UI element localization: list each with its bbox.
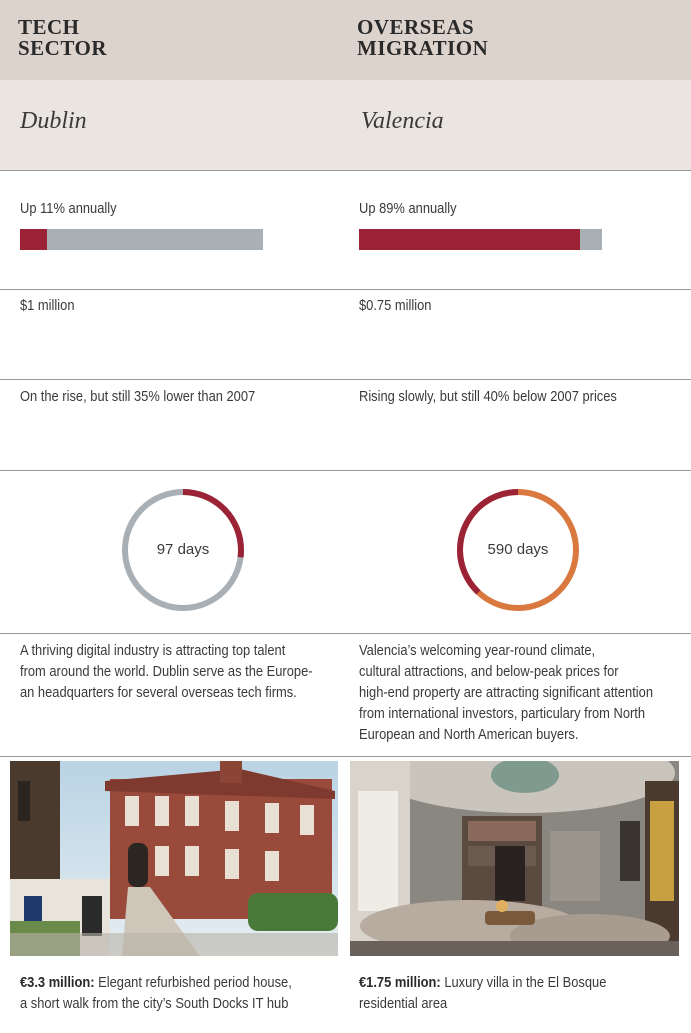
description: Valencia’s welcoming year-round climate,… [359,642,654,743]
divider [0,289,691,290]
photo-caption: €3.3 million: Elegant refurbished period… [20,972,347,1014]
caption-price: €3.3 million: [20,974,95,991]
column-dublin: TECH SECTOR Dublin Up 11% annually $1 mi… [0,0,345,1033]
divider [0,756,691,757]
days-ring: 97 days [121,488,245,612]
growth-bar [20,229,263,250]
growth-bar-fill [359,229,581,250]
trend-text: Rising slowly, but still 40% below 2007 … [359,388,617,405]
column-valencia: OVERSEAS MIGRATION Valencia Up 89% annua… [345,0,690,1033]
city-name: Dublin [20,108,87,134]
days-ring: 590 days [456,488,580,612]
caption-text: Luxury villa in the El Bosque residentia… [359,974,607,1012]
price-text: $0.75 million [359,297,432,314]
price-text: $1 million [20,297,75,314]
photo-caption: €1.75 million: Luxury villa in the El Bo… [359,972,686,1014]
caption-price: €1.75 million: [359,974,441,991]
days-label: 590 days [487,541,549,558]
days-label: 97 days [156,541,210,558]
trend-text: On the rise, but still 35% lower than 20… [20,388,256,405]
divider [0,470,691,471]
growth-text: Up 11% annually [20,200,117,217]
divider [0,170,691,171]
ring-arc [122,489,244,611]
divider [0,379,691,380]
sector-heading: TECH SECTOR [18,15,107,60]
villa-photo [350,761,679,956]
city-band [0,80,691,170]
header-band [0,0,691,80]
description: A thriving digital industry is attractin… [20,642,313,701]
growth-bar-fill [20,229,47,250]
caption-text: Elegant refurbished period house, a shor… [20,974,292,1012]
city-name: Valencia [361,108,444,134]
growth-text: Up 89% annually [359,200,457,217]
divider [0,633,691,634]
ring-arc [457,489,579,611]
growth-bar [359,229,602,250]
sector-heading: OVERSEAS MIGRATION [357,15,489,60]
house-photo [10,761,338,956]
